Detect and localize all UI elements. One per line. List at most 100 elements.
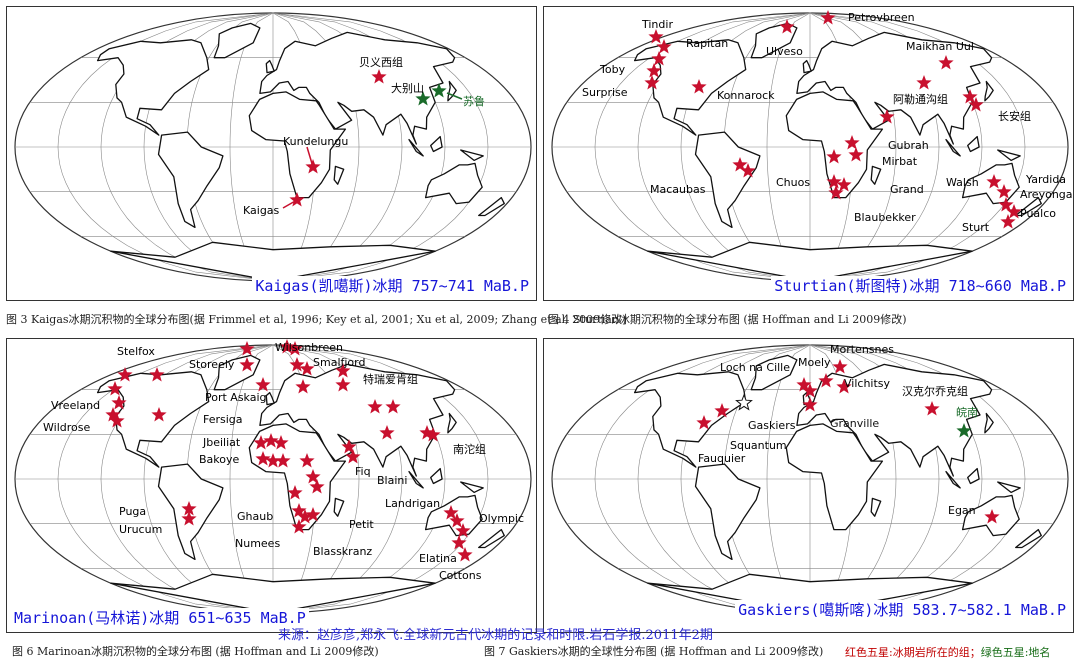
label-port-askaig: Port Askaig xyxy=(205,391,267,404)
star-red xyxy=(1006,204,1022,219)
star-red xyxy=(984,509,1000,524)
label-wildrose: Wildrose xyxy=(43,421,90,434)
star-red xyxy=(648,29,664,44)
label-storeely: Storeely xyxy=(189,358,235,371)
star-red xyxy=(379,425,395,440)
label-fauquier: Fauquier xyxy=(698,452,746,465)
star-red xyxy=(651,51,667,66)
label-ghaub: Ghaub xyxy=(237,510,273,523)
label-sturt: Sturt xyxy=(962,221,990,234)
label-fiq: Fiq xyxy=(355,465,371,478)
star-red xyxy=(832,359,848,374)
star-red xyxy=(820,10,836,25)
star-red xyxy=(740,163,756,178)
map-continents xyxy=(96,22,505,282)
figure-caption-7: 图 7 Gaskiers冰期的全球性分布图 (据 Hoffman and Li … xyxy=(484,645,824,658)
star-red xyxy=(341,439,357,454)
label-puga: Puga xyxy=(119,505,146,518)
star-red xyxy=(109,413,125,428)
star-red xyxy=(779,19,795,34)
period-banner: Sturtian(斯图特)冰期 718~660 MaB.P xyxy=(771,276,1069,296)
label-sulu: 苏鲁 xyxy=(463,94,485,108)
star-red xyxy=(732,157,748,172)
period-banner: Kaigas(凯噶斯)冰期 757~741 MaB.P xyxy=(252,276,532,296)
label-squantum: Squantum xyxy=(730,439,787,452)
map-continents xyxy=(633,22,1042,282)
label-nantuo: 南沱组 xyxy=(453,442,486,456)
label-maikhan-uul: Maikhan Uul xyxy=(906,40,974,53)
star-red xyxy=(265,453,281,468)
star-red xyxy=(451,535,467,550)
map-graticule xyxy=(14,12,532,282)
source-citation: 来源：赵彦彦,郑永飞.全球新元古代冰期的记录和时限.岩石学报.2011年2期 xyxy=(278,628,713,643)
star-red xyxy=(425,427,441,442)
map-panel-kaigas: 贝义西组 大别山 苏鲁 Kundelungu Kaigas Kaigas(凯噶斯… xyxy=(6,6,537,301)
star-red xyxy=(345,449,361,464)
star-red xyxy=(419,425,435,440)
star-red-beiyixi xyxy=(371,69,387,84)
label-cottons: Cottons xyxy=(439,569,482,582)
label-walsh: Walsh xyxy=(946,176,979,189)
map-continents xyxy=(96,354,505,614)
label-ulveso: Ulveso xyxy=(766,45,803,58)
star-red xyxy=(714,403,730,418)
label-gaskiers: Gaskiers xyxy=(748,419,796,432)
star-hollow-gaskiers xyxy=(735,393,753,411)
label-areyonga: Areyonga xyxy=(1020,188,1073,201)
label-mortensnes: Mortensnes xyxy=(830,343,894,356)
star-red xyxy=(385,399,401,414)
label-moely: Moely xyxy=(798,356,831,369)
star-red xyxy=(279,339,295,354)
star-red xyxy=(273,435,289,450)
star-red xyxy=(335,363,351,378)
label-bakoye: Bakoye xyxy=(199,453,240,466)
star-red xyxy=(111,395,127,410)
label-smalfjord: Smalfjord xyxy=(313,356,365,369)
star-red xyxy=(291,503,307,518)
star-red xyxy=(239,357,255,372)
label-toby: Toby xyxy=(599,63,626,76)
label-konnarock: Konnarock xyxy=(717,89,775,102)
label-rapitan: Rapitan xyxy=(686,37,728,50)
star-red xyxy=(986,174,1002,189)
star-red xyxy=(457,547,473,562)
world-map-gaskiers: Mortensnes Loch na Cille Moely Vilchitsy… xyxy=(551,343,1069,614)
map-panel-marinoan: Stelfox Wilsonbreen Storeely Smalfjord 特… xyxy=(6,338,537,633)
star-red xyxy=(696,415,712,430)
label-hankel-group: 汉克尔乔克组 xyxy=(902,384,968,398)
map-graticule xyxy=(551,12,1069,282)
star-red xyxy=(996,184,1012,199)
star-red xyxy=(291,519,307,534)
star-red xyxy=(305,469,321,484)
star-green-sulu xyxy=(431,83,447,98)
star-red xyxy=(295,379,311,394)
map-markers xyxy=(282,69,463,209)
star-red xyxy=(656,39,672,54)
star-green-dabieshan xyxy=(415,91,431,106)
label-grand: Grand xyxy=(890,183,924,196)
label-wannan: 皖南 xyxy=(956,405,978,419)
label-blasskranz: Blasskranz xyxy=(313,545,372,558)
star-red xyxy=(299,361,315,376)
legend: 红色五星:冰期岩所在的组；绿色五星:地名 xyxy=(845,644,1050,660)
label-fersiga: Fersiga xyxy=(203,413,243,426)
map-markers xyxy=(105,339,473,562)
label-landrigan: Landrigan xyxy=(385,497,440,510)
map-continents xyxy=(633,354,1042,614)
star-red xyxy=(1000,214,1016,229)
label-stelfox: Stelfox xyxy=(117,345,155,358)
star-red xyxy=(335,377,351,392)
star-red xyxy=(691,79,707,94)
label-alt-group: 阿勒通沟组 xyxy=(893,92,948,106)
label-gubrah: Gubrah xyxy=(888,139,929,152)
star-red xyxy=(151,407,167,422)
period-banner: Gaskiers(噶斯喀)冰期 583.7~582.1 MaB.P xyxy=(735,600,1069,620)
world-map-kaigas: 贝义西组 大别山 苏鲁 Kundelungu Kaigas xyxy=(14,12,532,282)
star-red xyxy=(105,407,121,422)
label-surprise: Surprise xyxy=(582,86,628,99)
star-red xyxy=(181,501,197,516)
star-red xyxy=(299,453,315,468)
star-red xyxy=(149,367,165,382)
leader-line xyxy=(446,92,463,100)
star-red xyxy=(443,505,459,520)
